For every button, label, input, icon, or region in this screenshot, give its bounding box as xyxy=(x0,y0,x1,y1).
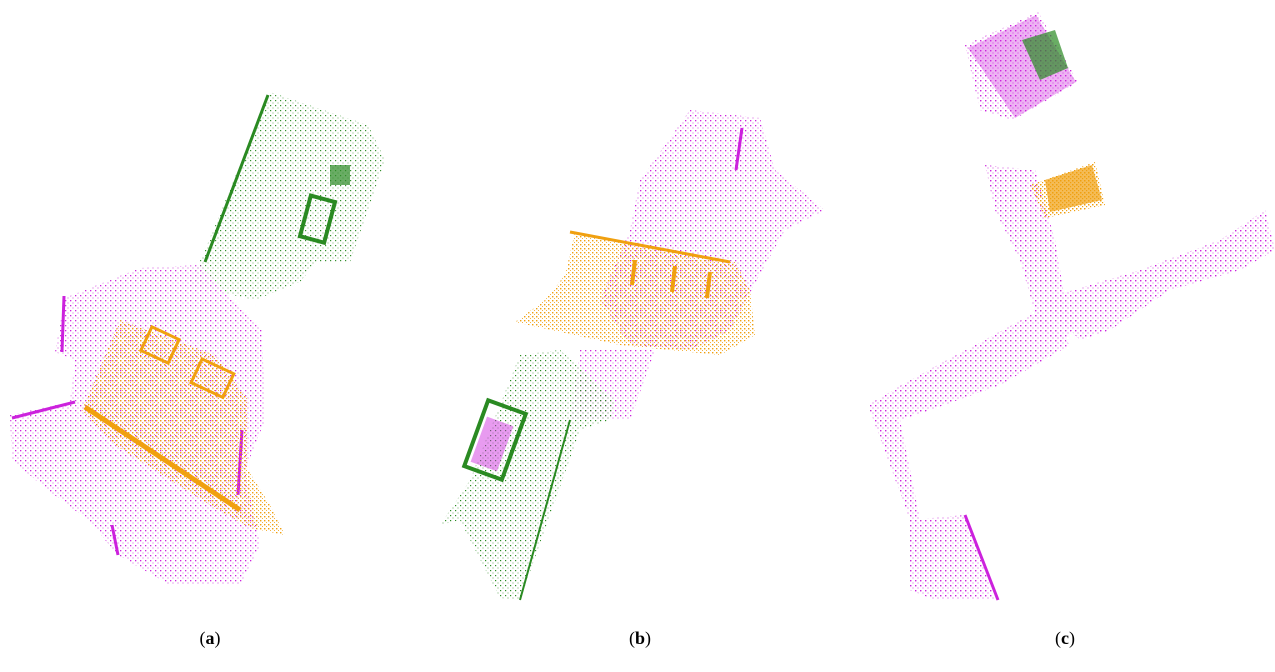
panel-a xyxy=(0,0,420,610)
caption-b: (b) xyxy=(628,628,652,648)
orange-region xyxy=(82,320,285,535)
point-cloud-b xyxy=(440,110,825,601)
caption-b-letter: b xyxy=(634,628,646,648)
green-region xyxy=(188,92,385,300)
panel-c xyxy=(840,0,1275,610)
green-region xyxy=(440,350,615,600)
caption-a-letter: a xyxy=(205,628,215,648)
magenta-corridor-diagonal xyxy=(868,310,1070,420)
point-cloud-a xyxy=(10,92,385,585)
orange-region xyxy=(515,232,755,355)
magenta-block-bottom xyxy=(910,515,995,600)
point-cloud-c xyxy=(868,12,1275,601)
caption-a: (a) xyxy=(199,628,221,648)
caption-c: (c) xyxy=(1055,628,1075,648)
panel-b xyxy=(420,0,840,610)
caption-c-letter: c xyxy=(1061,628,1069,648)
magenta-corridor-horizontal xyxy=(1040,210,1275,340)
green-patch xyxy=(1022,30,1068,80)
